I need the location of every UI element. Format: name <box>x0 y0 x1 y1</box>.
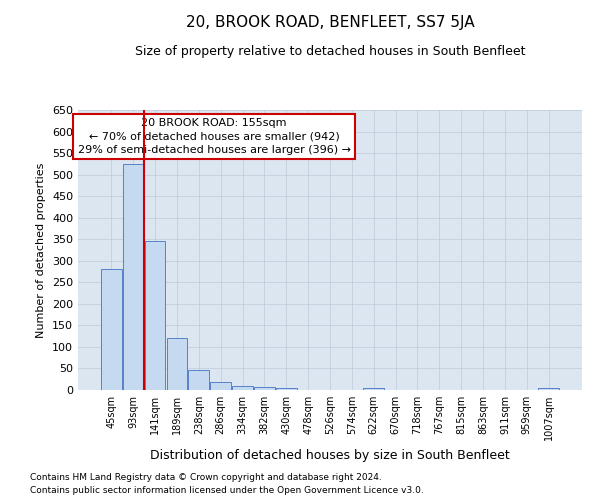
Bar <box>232 386 253 390</box>
Bar <box>167 338 187 390</box>
Y-axis label: Number of detached properties: Number of detached properties <box>37 162 46 338</box>
Bar <box>188 370 209 390</box>
Bar <box>276 388 296 390</box>
Text: 20, BROOK ROAD, BENFLEET, SS7 5JA: 20, BROOK ROAD, BENFLEET, SS7 5JA <box>185 15 475 30</box>
Text: Contains HM Land Registry data © Crown copyright and database right 2024.: Contains HM Land Registry data © Crown c… <box>30 474 382 482</box>
Text: Contains public sector information licensed under the Open Government Licence v3: Contains public sector information licen… <box>30 486 424 495</box>
Bar <box>538 388 559 390</box>
Text: 20 BROOK ROAD: 155sqm
← 70% of detached houses are smaller (942)
29% of semi-det: 20 BROOK ROAD: 155sqm ← 70% of detached … <box>77 118 350 155</box>
Bar <box>210 382 231 390</box>
X-axis label: Distribution of detached houses by size in South Benfleet: Distribution of detached houses by size … <box>150 448 510 462</box>
Bar <box>145 241 166 390</box>
Bar <box>364 388 384 390</box>
Bar <box>254 386 275 390</box>
Bar <box>101 269 122 390</box>
Text: Size of property relative to detached houses in South Benfleet: Size of property relative to detached ho… <box>135 45 525 58</box>
Bar <box>123 164 143 390</box>
